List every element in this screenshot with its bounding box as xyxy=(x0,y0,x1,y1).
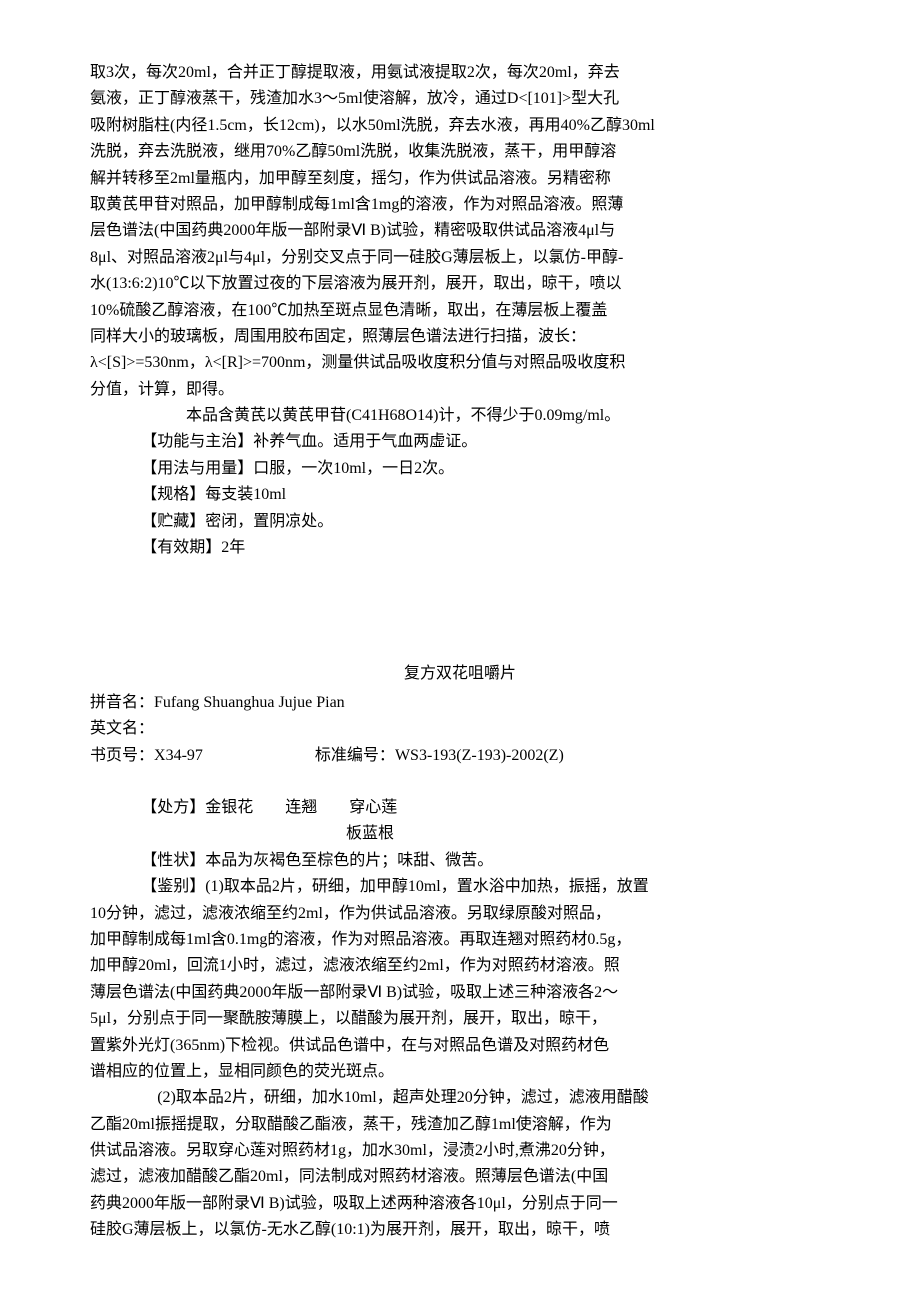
doc2-trait-line: 【性状】本品为灰褐色至棕色的片；味甜、微苦。 xyxy=(90,848,830,874)
usage-label: 【用法与用量】 xyxy=(141,460,253,477)
doc2-id-line3: 加甲醇制成每1ml含0.1mg的溶液，作为对照品溶液。再取连翘对照药材0.5g， xyxy=(90,927,830,953)
doc1-line-6: 取黄芪甲苷对照品，加甲醇制成每1ml含1mg的溶液，作为对照品溶液。照薄 xyxy=(90,192,830,218)
doc1-line-14: 本品含黄芪以黄芪甲苷(C41H68O14)计，不得少于0.09mg/ml。 xyxy=(90,403,830,429)
doc2-page-std-line: 书页号：X34-97 标准编号：WS3-193(Z-193)-2002(Z) xyxy=(90,743,830,769)
id-label: 【鉴别】 xyxy=(141,878,205,895)
doc1-line-1: 取3次，每次20ml，合并正丁醇提取液，用氨试液提取2次，每次20ml，弃去 xyxy=(90,60,830,86)
pinyin-text: Fufang Shuanghua Jujue Pian xyxy=(154,694,345,711)
doc1-line-2: 氨液，正丁醇液蒸干，残渣加水3～5ml使溶解，放冷，通过D<[101]>型大孔 xyxy=(90,86,830,112)
expiry-label: 【有效期】 xyxy=(141,539,221,556)
storage-label: 【贮藏】 xyxy=(141,513,205,530)
doc1-line-4: 洗脱，弃去洗脱液，继用70%乙醇50ml洗脱，收集洗脱液，蒸干，用甲醇溶 xyxy=(90,139,830,165)
spec-label: 【规格】 xyxy=(141,486,205,503)
rx-text-1: 金银花 连翘 穿心莲 xyxy=(205,799,397,816)
doc1-line-12: λ<[S]>=530nm，λ<[R]>=700nm，测量供试品吸收度积分值与对照… xyxy=(90,350,830,376)
doc2-id-line5: 薄层色谱法(中国药典2000年版一部附录Ⅵ B)试验，吸取上述三种溶液各2～ xyxy=(90,980,830,1006)
rx-spacer xyxy=(90,769,830,795)
std-label: 标准编号： xyxy=(315,747,395,764)
doc1-line-11: 同样大小的玻璃板，周围用胶布固定，照薄层色谱法进行扫描，波长： xyxy=(90,324,830,350)
section-spacer-2 xyxy=(90,587,830,613)
doc2-title: 复方双花咀嚼片 xyxy=(90,661,830,687)
doc2-rx-line1: 【处方】金银花 连翘 穿心莲 xyxy=(90,795,830,821)
doc1-storage-line: 【贮藏】密闭，置阴凉处。 xyxy=(90,509,830,535)
function-label: 【功能与主治】 xyxy=(141,433,253,450)
doc1-line-8: 8μl、对照品溶液2μl与4μl，分别交叉点于同一硅胶G薄层板上，以氯仿-甲醇- xyxy=(90,245,830,271)
function-text: 补养气血。适用于气血两虚证。 xyxy=(253,433,477,450)
doc1-function-line: 【功能与主治】补养气血。适用于气血两虚证。 xyxy=(90,429,830,455)
page-label: 书页号： xyxy=(90,747,154,764)
doc2-id2-line6: 硅胶G薄层板上，以氯仿-无水乙醇(10:1)为展开剂，展开，取出，晾干，喷 xyxy=(90,1217,830,1243)
doc2-id-line1: 【鉴别】(1)取本品2片，研细，加甲醇10ml，置水浴中加热，振摇，放置 xyxy=(90,874,830,900)
std-text: WS3-193(Z-193)-2002(Z) xyxy=(395,747,564,764)
doc2-id-line6: 5μl，分别点于同一聚酰胺薄膜上，以醋酸为展开剂，展开，取出，晾干， xyxy=(90,1006,830,1032)
doc2-id2-line4: 滤过，滤液加醋酸乙酯20ml，同法制成对照药材溶液。照薄层色谱法(中国 xyxy=(90,1164,830,1190)
pinyin-label: 拼音名： xyxy=(90,694,154,711)
doc2-id2-line5: 药典2000年版一部附录Ⅵ B)试验，吸取上述两种溶液各10μl，分别点于同一 xyxy=(90,1191,830,1217)
expiry-text: 2年 xyxy=(221,539,245,556)
doc1-line-10: 10%硫酸乙醇溶液，在100℃加热至斑点显色清晰，取出，在薄层板上覆盖 xyxy=(90,298,830,324)
doc2-id2-line1: (2)取本品2片，研细，加水10ml，超声处理20分钟，滤过，滤液用醋酸 xyxy=(90,1085,830,1111)
doc2-rx-line2: 板蓝根 xyxy=(90,821,830,847)
doc2-id-line2: 10分钟，滤过，滤液浓缩至约2ml，作为供试品溶液。另取绿原酸对照品， xyxy=(90,901,830,927)
doc2-id2-line2: 乙酯20ml振摇提取，分取醋酸乙酯液，蒸干，残渣加乙醇1ml使溶解，作为 xyxy=(90,1112,830,1138)
section-spacer xyxy=(90,561,830,587)
storage-text: 密闭，置阴凉处。 xyxy=(205,513,333,530)
doc1-spec-line: 【规格】每支装10ml xyxy=(90,482,830,508)
spacer-inline xyxy=(203,747,315,764)
doc1-line-7: 层色谱法(中国药典2000年版一部附录Ⅵ B)试验，精密吸取供试品溶液4μl与 xyxy=(90,218,830,244)
doc2-id-line7: 置紫外光灯(365nm)下检视。供试品色谱中，在与对照品色谱及对照药材色 xyxy=(90,1033,830,1059)
doc2-id2-line3: 供试品溶液。另取穿心莲对照药材1g，加水30ml，浸渍2小时,煮沸20分钟， xyxy=(90,1138,830,1164)
doc2-id-line8: 谱相应的位置上，显相同颜色的荧光斑点。 xyxy=(90,1059,830,1085)
doc1-usage-line: 【用法与用量】口服，一次10ml，一日2次。 xyxy=(90,456,830,482)
rx-label: 【处方】 xyxy=(141,799,205,816)
doc2-id-line4: 加甲醇20ml，回流1小时，滤过，滤液浓缩至约2ml，作为对照药材溶液。照 xyxy=(90,953,830,979)
doc1-line-5: 解并转移至2ml量瓶内，加甲醇至刻度，摇匀，作为供试品溶液。另精密称 xyxy=(90,166,830,192)
doc2-english-line: 英文名： xyxy=(90,716,830,742)
english-label: 英文名： xyxy=(90,720,154,737)
doc2-pinyin-line: 拼音名：Fufang Shuanghua Jujue Pian xyxy=(90,690,830,716)
doc1-line-9: 水(13:6:2)10℃以下放置过夜的下层溶液为展开剂，展开，取出，晾干，喷以 xyxy=(90,271,830,297)
trait-label: 【性状】 xyxy=(141,852,205,869)
doc1-line-13: 分值，计算，即得。 xyxy=(90,377,830,403)
trait-text: 本品为灰褐色至棕色的片；味甜、微苦。 xyxy=(205,852,493,869)
id-text-1: (1)取本品2片，研细，加甲醇10ml，置水浴中加热，振摇，放置 xyxy=(205,878,649,895)
usage-text: 口服，一次10ml，一日2次。 xyxy=(253,460,454,477)
page-text: X34-97 xyxy=(154,747,203,764)
spec-text: 每支装10ml xyxy=(205,486,286,503)
doc1-expiry-line: 【有效期】2年 xyxy=(90,535,830,561)
doc1-line-3: 吸附树脂柱(内径1.5cm，长12cm)，以水50ml洗脱，弃去水液，再用40%… xyxy=(90,113,830,139)
